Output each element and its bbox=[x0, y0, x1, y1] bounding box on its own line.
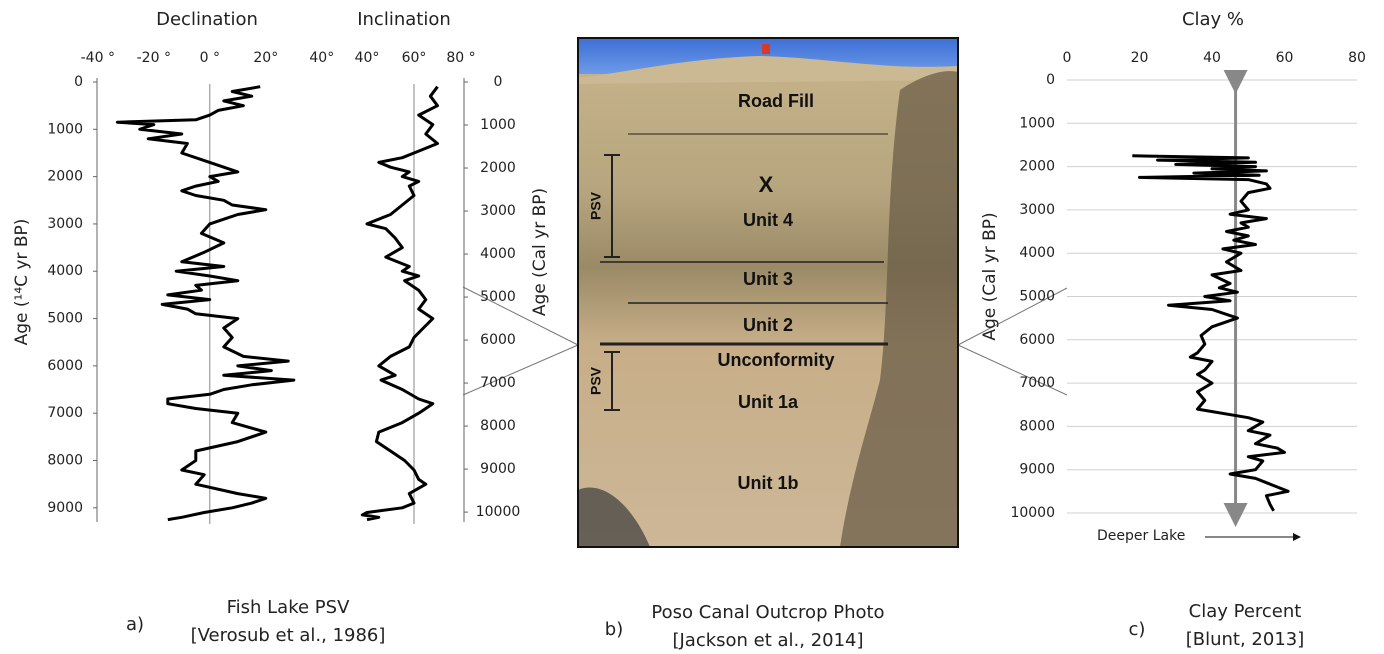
y-tick-label: 6000 bbox=[1019, 332, 1055, 348]
data-line bbox=[1132, 156, 1288, 511]
x-tick-label: -20 ° bbox=[137, 50, 171, 66]
y2-tick-label: 8000 bbox=[480, 418, 516, 434]
layer-label: Unit 1b bbox=[738, 473, 799, 493]
x-tick-label: 40° bbox=[355, 50, 380, 66]
data-line bbox=[362, 87, 437, 520]
psv-label: PSV bbox=[588, 191, 604, 220]
x-tick-label: 60° bbox=[402, 50, 427, 66]
y-tick-label: 1000 bbox=[1019, 115, 1055, 131]
x-tick-label: 20 bbox=[1131, 50, 1149, 66]
psv-label: PSV bbox=[588, 366, 604, 395]
y-axis-label: Age (Cal yr BP) bbox=[980, 212, 1000, 340]
y-tick-label: 0 bbox=[74, 74, 83, 90]
caption-letter: b) bbox=[605, 619, 623, 640]
x-tick-label: 60 bbox=[1276, 50, 1294, 66]
caption-source: [Blunt, 2013] bbox=[1186, 629, 1305, 650]
chart-title: Declination bbox=[156, 9, 258, 30]
x-tick-label: 20° bbox=[253, 50, 278, 66]
caption-title: Fish Lake PSV bbox=[227, 597, 350, 618]
x-tick-label: -40 ° bbox=[81, 50, 115, 66]
chart-title: Inclination bbox=[357, 9, 451, 30]
x-tick-label: 80 bbox=[1348, 50, 1366, 66]
y-tick-label: 4000 bbox=[47, 263, 83, 279]
y2-tick-label: 4000 bbox=[480, 246, 516, 262]
y-tick-label: 2000 bbox=[1019, 159, 1055, 175]
y2-tick-label: 3000 bbox=[480, 203, 516, 219]
layer-label: Unconformity bbox=[718, 350, 835, 370]
y-tick-label: 3000 bbox=[1019, 202, 1055, 218]
x-tick-label: 80 ° bbox=[446, 50, 475, 66]
y2-tick-label: 2000 bbox=[480, 160, 516, 176]
y2-tick-label: 10000 bbox=[476, 504, 521, 520]
x-tick-label: 40 bbox=[1203, 50, 1221, 66]
y2-tick-label: 9000 bbox=[480, 461, 516, 477]
y-tick-label: 9000 bbox=[47, 500, 83, 516]
layer-label: Unit 3 bbox=[743, 269, 793, 289]
y-tick-label: 7000 bbox=[1019, 375, 1055, 391]
y-tick-label: 3000 bbox=[47, 216, 83, 232]
y-tick-label: 2000 bbox=[47, 169, 83, 185]
annotation: Deeper Lake bbox=[1097, 528, 1185, 544]
y2-tick-label: 6000 bbox=[480, 332, 516, 348]
data-line bbox=[117, 87, 293, 520]
y-tick-label: 8000 bbox=[47, 452, 83, 468]
y2-tick-label: 1000 bbox=[480, 117, 516, 133]
caption-title: Clay Percent bbox=[1189, 601, 1302, 622]
chart-title: Clay % bbox=[1182, 9, 1244, 30]
x-tick-label: 0 bbox=[1063, 50, 1072, 66]
layer-label: Unit 4 bbox=[743, 210, 793, 230]
x-tick-label: 0 ° bbox=[200, 50, 220, 66]
y-tick-label: 0 bbox=[1046, 72, 1055, 88]
captions: a) Fish Lake PSV [Verosub et al., 1986] … bbox=[126, 597, 1304, 651]
caption-source: [Verosub et al., 1986] bbox=[191, 625, 386, 646]
y-axis-label: Age (¹⁴C yr BP) bbox=[12, 219, 32, 346]
caption-letter: a) bbox=[126, 614, 144, 635]
y-tick-label: 1000 bbox=[47, 121, 83, 137]
y-tick-label: 9000 bbox=[1019, 462, 1055, 478]
layer-label: Unit 2 bbox=[743, 315, 793, 335]
y-tick-label: 8000 bbox=[1019, 418, 1055, 434]
figure: Road Fill X Unit 4 Unit 3 Unit 2 Unconfo… bbox=[0, 0, 1384, 654]
y-tick-label: 7000 bbox=[47, 405, 83, 421]
caption-title: Poso Canal Outcrop Photo bbox=[651, 602, 884, 623]
y-tick-label: 5000 bbox=[1019, 289, 1055, 305]
layer-label: X bbox=[759, 172, 774, 197]
y2-tick-label: 5000 bbox=[480, 289, 516, 305]
y-tick-label: 10000 bbox=[1010, 505, 1055, 521]
caption-letter: c) bbox=[1129, 619, 1146, 640]
layer-label: Road Fill bbox=[738, 91, 814, 111]
outcrop-photo: Road Fill X Unit 4 Unit 3 Unit 2 Unconfo… bbox=[578, 38, 958, 547]
y-tick-label: 6000 bbox=[47, 358, 83, 374]
y2-tick-label: 0 bbox=[494, 74, 503, 90]
x-tick-label: 40° bbox=[309, 50, 334, 66]
layer-label: Unit 1a bbox=[738, 392, 799, 412]
y2-tick-label: 7000 bbox=[480, 375, 516, 391]
y-tick-label: 5000 bbox=[47, 311, 83, 327]
y-tick-label: 4000 bbox=[1019, 245, 1055, 261]
caption-source: [Jackson et al., 2014] bbox=[672, 630, 863, 651]
y2-axis-label: Age (Cal yr BP) bbox=[530, 188, 550, 316]
